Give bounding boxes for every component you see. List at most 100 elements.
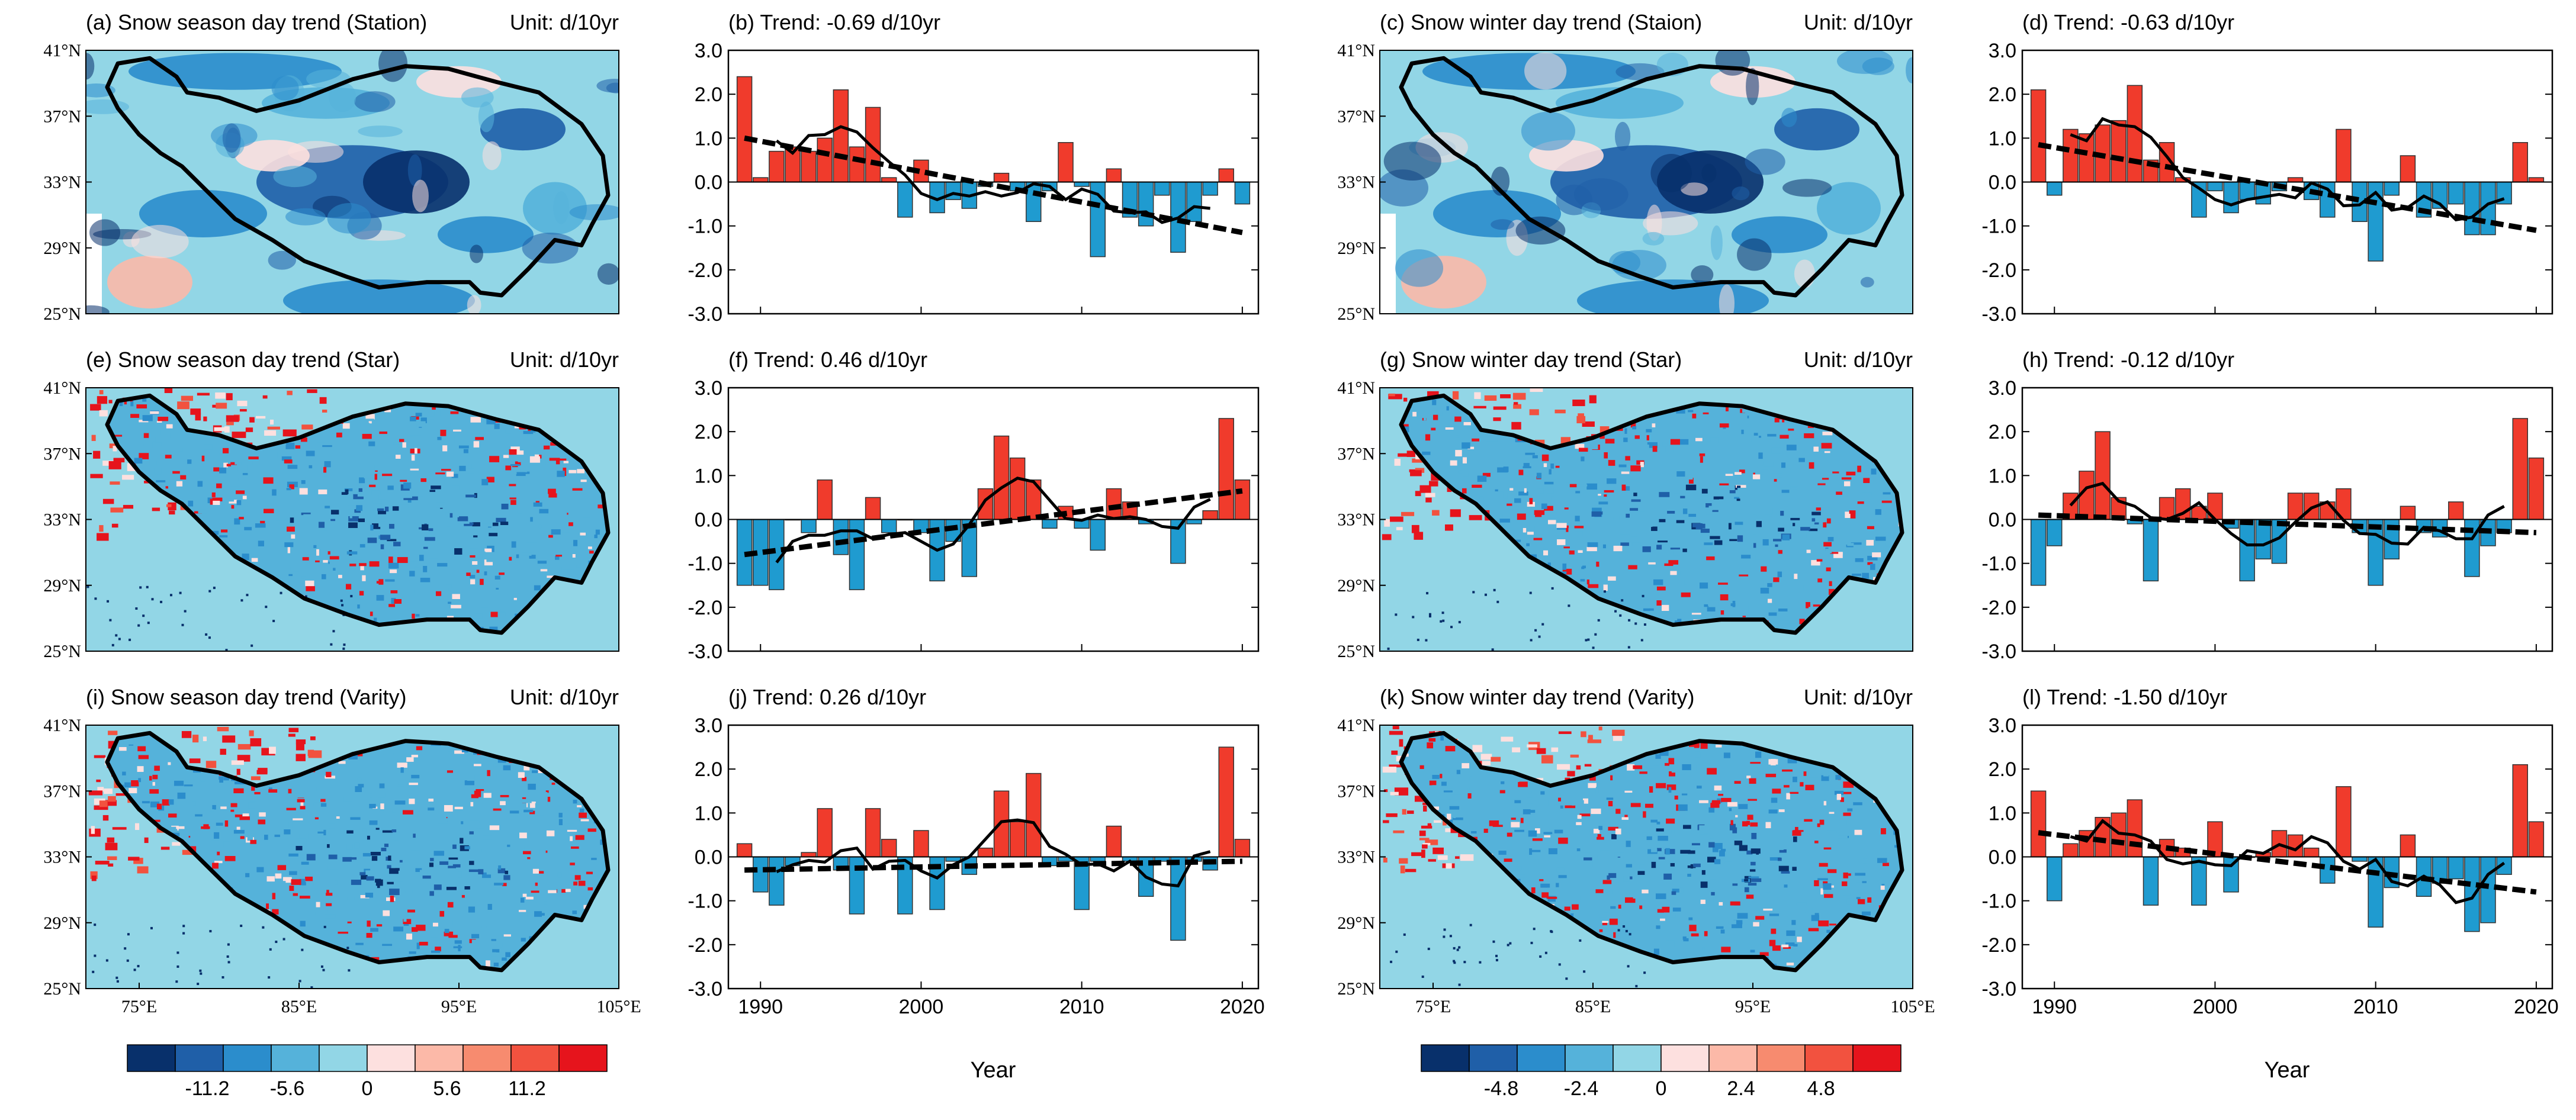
map-pixel xyxy=(1716,744,1722,748)
map-pixel xyxy=(493,943,503,948)
map-pixel xyxy=(1425,639,1428,642)
map-pixel xyxy=(1591,511,1601,517)
map-pixel xyxy=(224,820,229,827)
map-pixel xyxy=(230,481,240,487)
map-pixel xyxy=(407,436,413,442)
map-pixel xyxy=(1695,525,1703,530)
map-pixel xyxy=(1489,838,1494,841)
map-pixel xyxy=(1628,619,1631,622)
map-pixel xyxy=(89,828,101,837)
map-pixel xyxy=(1469,786,1477,791)
map-pixel xyxy=(1877,533,1888,539)
map-pixel xyxy=(320,965,323,968)
map-pixel xyxy=(1612,729,1625,736)
map-pixel xyxy=(1805,784,1814,790)
map-pixel xyxy=(1611,834,1617,839)
map-pixel xyxy=(453,429,461,432)
map-pixel xyxy=(1666,818,1675,824)
map-pixel xyxy=(1445,427,1454,430)
map-pixel xyxy=(1826,929,1830,933)
map-pixel xyxy=(1579,939,1582,942)
map-pixel xyxy=(322,409,327,413)
map-pixel xyxy=(212,804,216,810)
map-pixel xyxy=(491,939,497,941)
map-pixel xyxy=(1706,514,1713,517)
map-pixel xyxy=(108,400,113,404)
map-pixel xyxy=(1588,735,1593,742)
y-tick-label: -3.0 xyxy=(688,978,722,1000)
map-pixel xyxy=(394,599,402,604)
map-pixel xyxy=(1708,807,1715,813)
map-pixel xyxy=(1425,839,1438,845)
map-pixel xyxy=(1414,532,1424,540)
map-contour xyxy=(1782,179,1832,197)
map-pixel xyxy=(1670,913,1676,918)
map-pixel xyxy=(1463,421,1471,426)
map-pixel xyxy=(192,801,196,806)
map-pixel xyxy=(509,484,516,487)
map-pixel xyxy=(1774,479,1777,482)
map-pixel xyxy=(416,942,420,950)
map-pixel xyxy=(1827,537,1834,542)
lat-tick-label: 41°N xyxy=(1337,378,1375,398)
bar xyxy=(2496,181,2512,205)
map-pixel xyxy=(201,826,210,829)
map-pixel xyxy=(307,389,317,393)
map-pixel xyxy=(499,572,505,575)
map-pixel xyxy=(397,557,408,564)
map-pixel xyxy=(287,546,291,553)
map-k-unit: Unit: d/10yr xyxy=(1804,685,1913,709)
map-pixel xyxy=(165,486,169,489)
map-pixel xyxy=(1513,404,1521,409)
map-pixel xyxy=(297,799,305,803)
y-tick-label: -3.0 xyxy=(688,641,722,663)
bar xyxy=(881,519,897,533)
map-pixel xyxy=(1688,850,1695,854)
map-pixel xyxy=(288,574,293,577)
map-pixel xyxy=(170,826,178,833)
map-pixel xyxy=(1695,851,1701,857)
map-pixel xyxy=(316,549,319,556)
map-pixel xyxy=(444,805,453,812)
map-pixel xyxy=(486,419,496,424)
map-pixel xyxy=(548,493,557,498)
map-contour xyxy=(358,125,403,137)
map-pixel xyxy=(150,802,160,807)
map-pixel xyxy=(1712,847,1719,852)
map-pixel xyxy=(1631,499,1641,502)
map-pixel xyxy=(301,861,309,865)
map-pixel xyxy=(577,805,582,807)
map-pixel xyxy=(1562,568,1572,575)
map-pixel xyxy=(1507,503,1512,506)
map-pixel xyxy=(288,788,292,794)
map-contour xyxy=(1781,108,1797,127)
map-pixel xyxy=(1503,466,1509,472)
map-pixel xyxy=(351,880,362,885)
map-pixel xyxy=(233,788,244,794)
map-pixel xyxy=(1659,492,1670,497)
map-pixel xyxy=(1417,638,1419,641)
y-tick-label: -2.0 xyxy=(1981,934,2016,957)
map-pixel xyxy=(1597,839,1600,844)
map-pixel xyxy=(1383,820,1389,823)
map-pixel xyxy=(411,455,415,461)
map-contour xyxy=(480,108,566,151)
map-pixel xyxy=(543,792,548,795)
map-pixel xyxy=(1743,414,1747,417)
map-pixel xyxy=(1453,960,1456,963)
chart-frame xyxy=(727,724,1260,990)
bar xyxy=(817,137,833,183)
map-pixel xyxy=(452,864,461,868)
map-pixel xyxy=(1862,572,1869,579)
bar xyxy=(1090,519,1106,551)
map-pixel xyxy=(1809,462,1814,469)
map-pixel xyxy=(486,558,493,562)
map-contour xyxy=(86,305,110,314)
map-pixel xyxy=(1756,771,1766,774)
map-pixel xyxy=(1751,833,1757,839)
map-pixel xyxy=(144,837,149,844)
map-pixel xyxy=(471,934,480,939)
map-pixel xyxy=(138,755,149,759)
bar xyxy=(2239,181,2255,200)
map-pixel xyxy=(486,960,490,967)
